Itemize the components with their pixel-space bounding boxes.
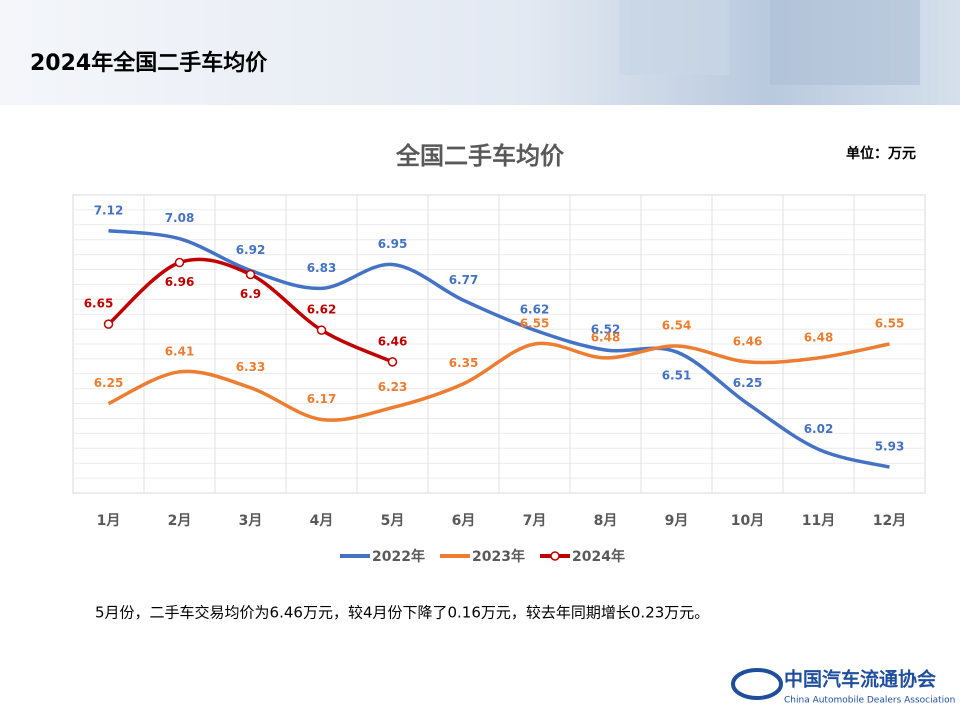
x-tick-label: 3月 xyxy=(239,513,263,529)
data-label: 6.46 xyxy=(378,334,408,348)
data-label: 6.62 xyxy=(520,303,550,317)
data-label: 6.23 xyxy=(378,380,408,394)
x-tick-label: 6月 xyxy=(452,513,476,529)
x-tick-label: 9月 xyxy=(665,513,689,529)
data-label: 6.48 xyxy=(591,330,621,344)
x-tick-label: 8月 xyxy=(594,513,618,529)
chart-title: 全国二手车均价 xyxy=(395,142,565,170)
legend-label: 2022年 xyxy=(372,548,425,565)
point-marker xyxy=(174,257,185,268)
data-label: 6.33 xyxy=(236,360,266,374)
data-label: 6.54 xyxy=(662,318,692,332)
point-marker xyxy=(103,319,114,329)
data-label: 7.08 xyxy=(165,211,195,225)
data-label: 6.65 xyxy=(84,297,114,311)
legend-label: 2023年 xyxy=(472,548,525,565)
point-marker xyxy=(245,269,256,280)
header-cube xyxy=(770,0,920,85)
data-label: 6.35 xyxy=(449,356,479,370)
caption: 5月份，二手车交易均价为6.46万元，较4月份下降了0.16万元，较去年同期增长… xyxy=(95,604,709,622)
logo-english: China Automobile Dealers Association xyxy=(784,696,955,706)
x-tick-label: 11月 xyxy=(802,513,835,529)
x-tick-label: 5月 xyxy=(381,513,405,529)
data-label: 6.77 xyxy=(449,273,479,287)
logo-mark xyxy=(731,668,783,700)
data-label: 6.41 xyxy=(165,344,195,358)
data-label: 6.52 xyxy=(591,322,621,336)
data-label: 6.92 xyxy=(236,243,266,257)
x-tick-label: 12月 xyxy=(873,513,906,529)
data-label: 6.62 xyxy=(307,303,337,317)
data-label: 6.46 xyxy=(733,334,763,348)
legend-label: 2024年 xyxy=(572,548,625,565)
data-label: 6.17 xyxy=(307,392,337,406)
header-cube xyxy=(620,0,730,75)
data-label: 6.02 xyxy=(804,422,834,436)
point-marker xyxy=(387,357,398,367)
data-label: 6.55 xyxy=(875,317,905,331)
data-label: 6.25 xyxy=(733,376,763,390)
point-marker xyxy=(316,325,327,335)
logo-name: 中国汽车流通协会 xyxy=(784,668,936,691)
x-tick-label: 1月 xyxy=(97,513,121,529)
slide-title: 2024年全国二手车均价 xyxy=(30,50,268,76)
data-label: 5.93 xyxy=(875,440,905,454)
data-label: 6.9 xyxy=(240,287,261,301)
data-label: 6.51 xyxy=(662,368,692,382)
logo: 中国汽车流通协会 China Automobile Dealers Associ… xyxy=(731,668,955,706)
unit-label: 单位：万元 xyxy=(846,145,916,162)
data-label: 6.95 xyxy=(378,237,408,251)
data-label: 7.12 xyxy=(94,203,124,217)
data-label: 6.83 xyxy=(307,261,337,275)
data-label: 6.96 xyxy=(165,275,195,289)
x-tick-label: 7月 xyxy=(523,513,547,529)
series-line xyxy=(107,341,890,422)
data-label: 6.55 xyxy=(520,317,550,331)
legend-marker xyxy=(550,551,560,561)
x-tick-label: 10月 xyxy=(731,513,764,529)
x-tick-label: 2月 xyxy=(168,513,192,529)
x-tick-label: 4月 xyxy=(310,513,334,529)
data-label: 6.48 xyxy=(804,330,834,344)
data-label: 6.25 xyxy=(94,376,124,390)
